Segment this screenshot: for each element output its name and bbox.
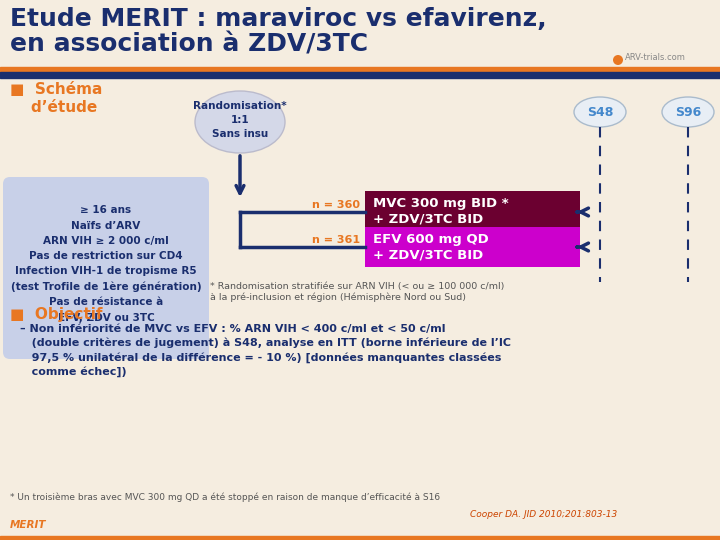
Text: MERIT: MERIT xyxy=(10,520,47,530)
Text: – Non infériorité de MVC vs EFV : % ARN VIH < 400 c/ml et < 50 c/ml: – Non infériorité de MVC vs EFV : % ARN … xyxy=(20,324,446,334)
Ellipse shape xyxy=(195,91,285,153)
Text: n = 360: n = 360 xyxy=(312,200,360,210)
Text: à la pré-inclusion et région (Hémisphère Nord ou Sud): à la pré-inclusion et région (Hémisphère… xyxy=(210,293,466,302)
Text: * Un troisième bras avec MVC 300 mg QD a été stoppé en raison de manque d’effica: * Un troisième bras avec MVC 300 mg QD a… xyxy=(10,492,440,502)
Bar xyxy=(365,227,580,267)
Text: ≥ 16 ans
Naïfs d’ARV
ARN VIH ≥ 2 000 c/ml
Pas de restriction sur CD4
Infection V: ≥ 16 ans Naïfs d’ARV ARN VIH ≥ 2 000 c/m… xyxy=(11,205,202,322)
Bar xyxy=(0,67,720,72)
Text: ARV-trials.com: ARV-trials.com xyxy=(625,52,686,62)
Text: S48: S48 xyxy=(587,105,613,118)
Text: MVC 300 mg BID *
+ ZDV/3TC BID: MVC 300 mg BID * + ZDV/3TC BID xyxy=(373,197,508,225)
Text: n = 361: n = 361 xyxy=(312,235,360,245)
Ellipse shape xyxy=(662,97,714,127)
Text: en association à ZDV/3TC: en association à ZDV/3TC xyxy=(10,32,368,56)
Text: d’étude: d’étude xyxy=(10,100,97,115)
Text: EFV 600 mg QD
+ ZDV/3TC BID: EFV 600 mg QD + ZDV/3TC BID xyxy=(373,233,489,261)
FancyBboxPatch shape xyxy=(3,177,209,359)
Text: * Randomisation stratifiée sur ARN VIH (< ou ≥ 100 000 c/ml): * Randomisation stratifiée sur ARN VIH (… xyxy=(210,282,505,291)
Text: Etude MERIT : maraviroc vs efavirenz,: Etude MERIT : maraviroc vs efavirenz, xyxy=(10,7,546,31)
Text: 97,5 % unilatéral de la différence = - 10 %) [données manquantes classées: 97,5 % unilatéral de la différence = - 1… xyxy=(20,352,501,363)
Ellipse shape xyxy=(613,55,623,65)
Bar xyxy=(0,72,720,78)
Bar xyxy=(365,191,580,231)
Text: Cooper DA. JID 2010;201:803-13: Cooper DA. JID 2010;201:803-13 xyxy=(470,510,617,519)
Text: comme échec]): comme échec]) xyxy=(20,366,127,377)
Text: (double critères de jugement) à S48, analyse en ITT (borne inférieure de l’IC: (double critères de jugement) à S48, ana… xyxy=(20,338,511,348)
Ellipse shape xyxy=(574,97,626,127)
Text: S96: S96 xyxy=(675,105,701,118)
Text: ■  Schéma: ■ Schéma xyxy=(10,82,102,97)
Bar xyxy=(0,536,720,540)
Text: Randomisation*
1:1
Sans insu: Randomisation* 1:1 Sans insu xyxy=(193,101,287,139)
Text: ■  Objectif: ■ Objectif xyxy=(10,307,102,322)
